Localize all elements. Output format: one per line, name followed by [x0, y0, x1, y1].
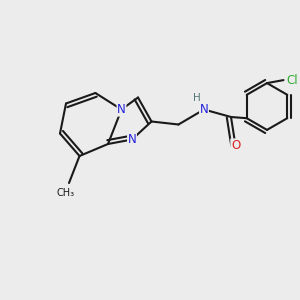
Text: N: N: [128, 133, 136, 146]
Text: Cl: Cl: [287, 74, 298, 87]
Text: N: N: [200, 103, 208, 116]
Text: N: N: [117, 103, 126, 116]
Text: H: H: [193, 93, 200, 103]
Text: CH₃: CH₃: [57, 188, 75, 199]
Text: O: O: [231, 139, 240, 152]
